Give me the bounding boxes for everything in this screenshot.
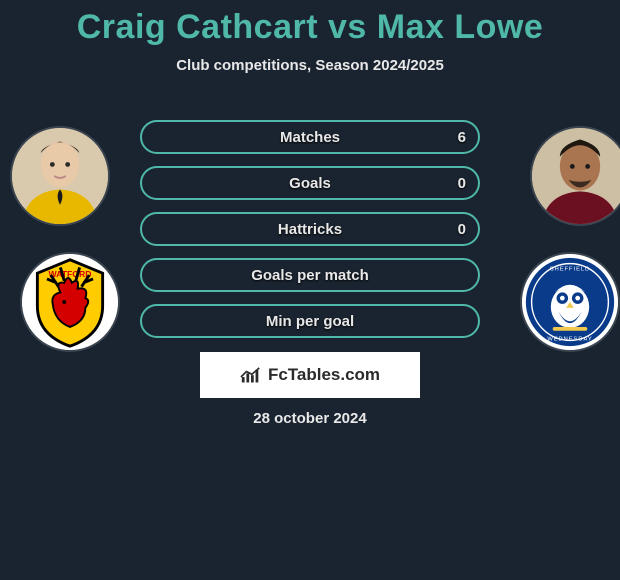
stat-bar-min-per-goal: Min per goal — [140, 304, 480, 338]
stat-right-value: 0 — [458, 175, 466, 192]
club-right-crest: SHEFFIELD WEDNESDAY — [520, 252, 620, 352]
stats-bars: Matches 6 Goals 0 Hattricks 0 Goals per … — [140, 120, 480, 350]
stat-label: Goals — [289, 175, 331, 192]
svg-text:WEDNESDAY: WEDNESDAY — [547, 336, 592, 342]
player-left-avatar — [10, 126, 110, 226]
svg-text:WATFORD: WATFORD — [49, 269, 92, 279]
brand-text: FcTables.com — [268, 365, 380, 385]
stat-label: Matches — [280, 129, 340, 146]
player-right-avatar — [530, 126, 620, 226]
stat-label: Goals per match — [251, 267, 369, 284]
stat-right-value: 6 — [458, 129, 466, 146]
date-text: 28 october 2024 — [0, 410, 620, 427]
stat-right-value: 0 — [458, 221, 466, 238]
stat-bar-matches: Matches 6 — [140, 120, 480, 154]
stat-label: Hattricks — [278, 221, 342, 238]
svg-text:SHEFFIELD: SHEFFIELD — [550, 266, 590, 272]
stat-bar-hattricks: Hattricks 0 — [140, 212, 480, 246]
subtitle: Club competitions, Season 2024/2025 — [0, 57, 620, 74]
brand-box: FcTables.com — [200, 352, 420, 398]
club-left-crest: WATFORD — [20, 252, 120, 352]
bar-chart-icon — [240, 366, 262, 384]
stat-bar-goals-per-match: Goals per match — [140, 258, 480, 292]
stat-label: Min per goal — [266, 313, 354, 330]
page-title: Craig Cathcart vs Max Lowe — [0, 0, 620, 47]
stat-bar-goals: Goals 0 — [140, 166, 480, 200]
